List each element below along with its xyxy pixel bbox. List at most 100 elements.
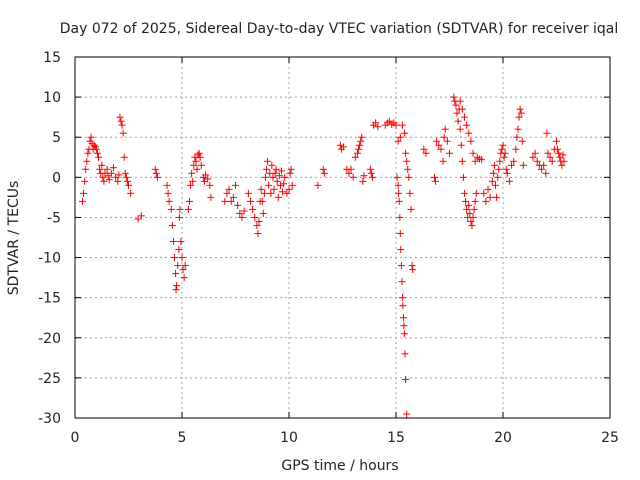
y-tick-label: 0 xyxy=(52,170,61,186)
data-point xyxy=(492,181,500,189)
data-point xyxy=(117,117,125,125)
data-point xyxy=(270,185,278,193)
data-point xyxy=(279,188,287,196)
data-point xyxy=(204,175,212,183)
x-tick-label: 20 xyxy=(494,430,512,446)
data-point xyxy=(458,157,466,165)
data-point xyxy=(164,189,172,197)
data-point xyxy=(96,165,104,173)
data-point xyxy=(469,213,477,221)
data-point xyxy=(152,169,160,177)
data-point xyxy=(167,205,175,213)
data-point xyxy=(271,169,279,177)
data-point xyxy=(259,209,267,217)
data-point xyxy=(253,221,261,229)
y-tick-label: 15 xyxy=(43,50,61,66)
data-point xyxy=(500,153,508,161)
data-point xyxy=(471,197,479,205)
data-point xyxy=(404,165,412,173)
data-point xyxy=(260,189,268,197)
data-point xyxy=(538,165,546,173)
data-point xyxy=(254,229,262,237)
data-point xyxy=(359,177,367,185)
data-point xyxy=(515,113,523,121)
data-point xyxy=(513,133,521,141)
y-tick-label: -5 xyxy=(47,210,61,226)
x-tick-label: 15 xyxy=(387,430,405,446)
data-point xyxy=(174,262,182,270)
data-point xyxy=(462,197,470,205)
data-point xyxy=(234,201,242,209)
data-point xyxy=(263,165,271,173)
data-point xyxy=(320,169,328,177)
data-point xyxy=(456,125,464,133)
data-point xyxy=(480,189,488,197)
data-point xyxy=(175,246,183,254)
y-axis-label: SDTVAR / TECUs xyxy=(6,181,22,296)
data-point xyxy=(441,125,449,133)
data-point xyxy=(168,221,176,229)
data-point xyxy=(179,266,187,274)
data-point xyxy=(453,109,461,117)
data-point xyxy=(433,137,441,145)
data-point xyxy=(351,153,359,161)
data-point xyxy=(286,169,294,177)
data-point xyxy=(420,145,428,153)
data-point xyxy=(123,177,131,185)
data-point xyxy=(456,97,464,105)
data-point xyxy=(505,177,513,185)
data-point xyxy=(409,266,417,274)
x-tick-label: 5 xyxy=(178,430,187,446)
y-tick-label: -30 xyxy=(38,411,61,427)
data-point xyxy=(80,189,88,197)
data-point xyxy=(367,169,375,177)
data-point xyxy=(458,105,466,113)
data-point xyxy=(261,173,269,181)
data-point xyxy=(122,173,130,181)
data-point xyxy=(533,157,541,165)
data-point xyxy=(392,121,400,129)
data-point xyxy=(171,254,179,262)
data-point xyxy=(403,410,411,418)
data-points xyxy=(78,93,568,418)
data-point xyxy=(519,161,527,169)
data-point xyxy=(269,173,277,181)
data-point xyxy=(398,121,406,129)
data-point xyxy=(531,149,539,157)
data-point xyxy=(450,93,458,101)
data-point xyxy=(202,171,210,179)
data-point xyxy=(402,149,410,157)
data-point xyxy=(114,177,122,185)
data-point xyxy=(274,193,282,201)
data-point xyxy=(399,314,407,322)
data-point xyxy=(496,157,504,165)
data-point xyxy=(437,145,445,153)
data-point xyxy=(184,205,192,213)
data-point xyxy=(490,161,498,169)
data-point xyxy=(432,177,440,185)
data-point xyxy=(488,177,496,185)
data-point xyxy=(514,125,522,133)
y-tick-label: -20 xyxy=(38,331,61,347)
data-point xyxy=(273,177,281,185)
data-point xyxy=(278,167,286,175)
data-point xyxy=(465,201,473,209)
data-point xyxy=(372,119,380,127)
data-point xyxy=(405,173,413,181)
data-point xyxy=(407,205,415,213)
data-point xyxy=(181,262,189,270)
y-tick-label: -10 xyxy=(38,251,61,267)
data-point xyxy=(559,151,567,159)
data-point xyxy=(193,165,201,173)
data-point xyxy=(172,286,180,294)
data-point xyxy=(454,117,462,125)
data-point xyxy=(459,173,467,181)
data-point xyxy=(395,189,403,197)
x-axis-label: GPS time / hours xyxy=(281,458,398,474)
data-point xyxy=(251,213,259,221)
data-point xyxy=(257,185,265,193)
data-point xyxy=(103,165,111,173)
data-point xyxy=(466,209,474,217)
data-point xyxy=(486,193,494,201)
data-point xyxy=(400,330,408,338)
